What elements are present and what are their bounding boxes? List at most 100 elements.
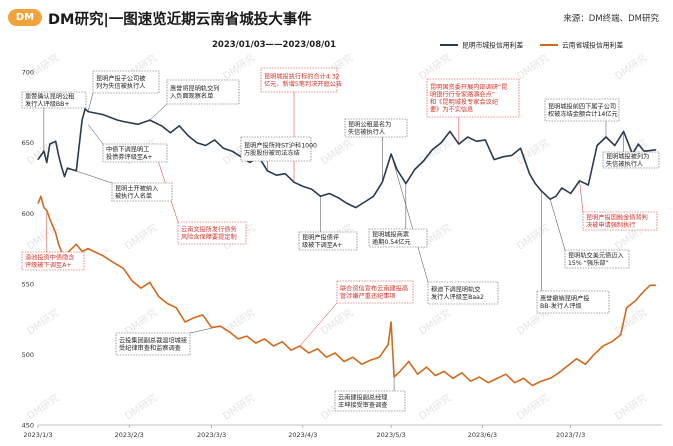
data-point	[487, 382, 489, 384]
watermark: DM研究	[612, 51, 649, 82]
data-point	[246, 335, 248, 337]
y-tick-label: 500	[22, 351, 34, 359]
annotation-text: 亿元，新增5笔判决开庭公告	[264, 80, 342, 88]
annotation-connector	[87, 124, 104, 145]
data-point	[493, 159, 495, 161]
annotation-text: 权被冻结金额合计14亿元	[548, 110, 618, 118]
data-point	[655, 284, 657, 286]
data-point	[523, 378, 524, 379]
data-point	[308, 352, 310, 354]
annotation-connector	[549, 199, 566, 251]
annotation-text: 昆明城投执行标的合计4.32	[264, 73, 340, 81]
watermark: DM研究	[24, 51, 61, 82]
annotation-text: 15% “强乐部”	[568, 259, 609, 267]
data-point	[184, 321, 186, 323]
watermark: DM研究	[318, 136, 355, 167]
data-point	[326, 356, 327, 358]
data-point	[196, 142, 198, 144]
watermark: DM研究	[24, 306, 61, 337]
data-point	[440, 142, 442, 144]
annotation-text: 万股股份被司法冻结	[244, 149, 300, 157]
annotation-text: 管涉嫌严重违纪事项	[340, 292, 396, 300]
data-point	[514, 382, 516, 384]
watermark: DM研究	[318, 306, 355, 337]
annotation-text: 昆明城投前四下属子公司	[548, 103, 616, 111]
data-point	[393, 376, 395, 378]
data-point	[408, 361, 410, 362]
data-point	[40, 195, 42, 197]
legend-label: 昆明市城投信用利差	[462, 41, 523, 50]
data-point	[602, 345, 604, 347]
data-point	[405, 183, 407, 185]
data-point	[584, 363, 586, 365]
annotation-box	[368, 228, 428, 248]
annotation-text: 昆明产投子公司被	[96, 75, 146, 83]
annotation-text: 发行人评级至Baa2	[431, 293, 484, 301]
data-point	[202, 314, 204, 316]
annotation-text: 昆明产投债评	[302, 234, 339, 242]
annotation-text: 昆明产投国融金债背判	[586, 214, 648, 222]
annotation-text: 昆明轨交美元债迈入	[568, 252, 624, 260]
data-point	[378, 356, 380, 358]
series-group	[37, 195, 657, 387]
data-point	[373, 195, 374, 197]
x-tick-label: 2023/1/3	[23, 431, 52, 439]
data-point	[352, 356, 354, 358]
annotation-box	[336, 280, 414, 304]
annotation-text: 恩赞确认昆明公租	[25, 93, 75, 101]
annotation-text: 昆明土开被纳入	[115, 185, 158, 193]
data-point	[102, 255, 104, 257]
data-point	[355, 207, 357, 209]
annotation-text: 穆迪下调昆明轨交	[431, 286, 481, 294]
data-point	[587, 184, 589, 186]
annotation-box	[92, 70, 160, 94]
data-point	[149, 282, 151, 283]
watermark: DM研究	[514, 136, 551, 167]
data-point	[46, 162, 48, 163]
data-point	[67, 167, 68, 169]
data-point	[484, 139, 486, 141]
data-point	[193, 317, 195, 319]
watermark: DM研究	[220, 391, 257, 422]
x-tick-label: 2023/6/3	[468, 431, 497, 439]
watermark: DM研究	[122, 221, 159, 252]
y-tick-label: 650	[22, 139, 34, 147]
data-point	[334, 352, 336, 354]
data-point	[443, 370, 445, 372]
annotation-text: 失信被执行人	[348, 128, 385, 136]
data-point	[361, 363, 363, 365]
y-tick-label: 550	[22, 280, 34, 288]
annotation-text: 列为失信被执行人	[96, 82, 146, 90]
data-point	[223, 147, 224, 149]
logo-text: DM	[15, 12, 35, 23]
data-point	[273, 345, 274, 347]
annotation-text: 受纪律审查和监察调查	[119, 344, 181, 352]
annotation-text: 惠誉撤销昆明产投	[540, 295, 590, 303]
y-tick-label: 600	[22, 210, 34, 218]
annotation-connector	[579, 180, 584, 213]
data-point	[364, 201, 366, 203]
logo-badge: DM	[8, 9, 42, 26]
data-point	[75, 170, 77, 172]
data-point	[511, 154, 513, 156]
annotation-connector	[299, 302, 338, 347]
data-point	[570, 193, 572, 194]
axes: 450 500 550 600 650 700 2023/1/3 2023/2/3 2023/3…	[22, 69, 662, 439]
data-point	[61, 250, 62, 252]
annotation-text: 王坤接受审查调查	[338, 401, 388, 409]
data-point	[211, 327, 213, 329]
